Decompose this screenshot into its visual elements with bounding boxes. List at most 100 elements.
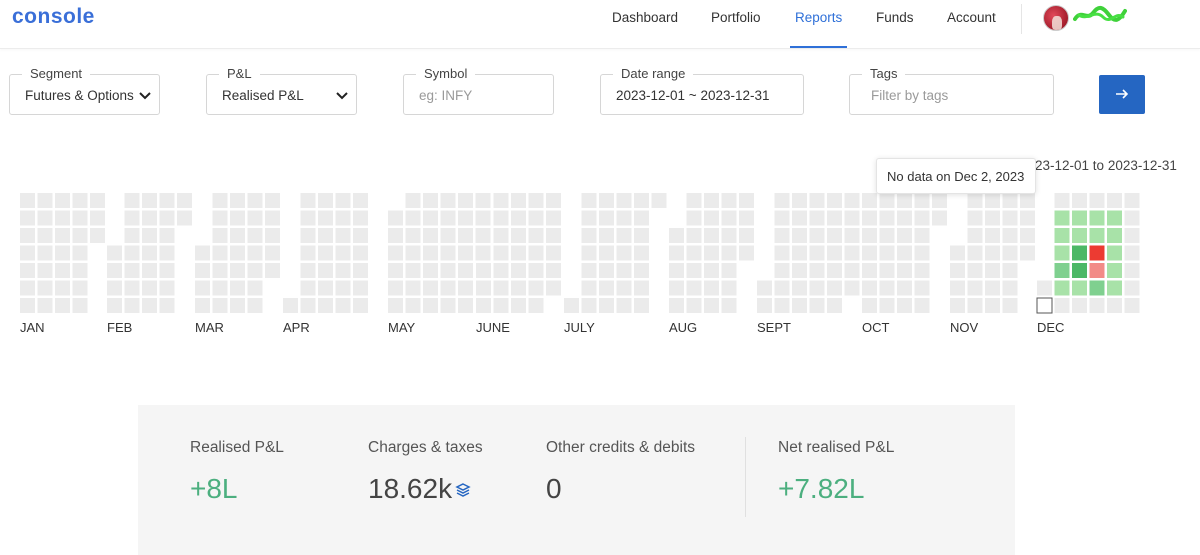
heatmap-day-cell[interactable] [230, 193, 245, 208]
heatmap-day-cell[interactable] [546, 280, 561, 296]
heatmap-day-cell[interactable] [476, 298, 491, 313]
heatmap-day-cell[interactable] [739, 193, 754, 208]
heatmap-day-cell[interactable] [862, 210, 877, 226]
heatmap-day-cell[interactable] [1124, 263, 1140, 278]
heatmap-day-cell[interactable] [20, 280, 35, 296]
heatmap-day-cell[interactable] [159, 245, 175, 261]
heatmap-day-cell[interactable] [388, 245, 403, 261]
heatmap-day-cell[interactable] [879, 228, 895, 243]
heatmap-day-cell[interactable] [159, 210, 175, 226]
heatmap-day-cell[interactable] [1002, 245, 1018, 261]
heatmap-day-cell[interactable] [388, 280, 403, 296]
heatmap-day-cell[interactable] [90, 193, 105, 208]
heatmap-day-cell[interactable] [757, 298, 772, 313]
heatmap-day-cell[interactable] [862, 263, 877, 278]
heatmap-day-cell[interactable] [440, 193, 456, 208]
heatmap-day-cell[interactable] [827, 298, 842, 313]
heatmap-day-cell[interactable] [967, 298, 983, 313]
heatmap-day-cell[interactable] [423, 193, 438, 208]
heatmap-day-cell[interactable] [423, 298, 438, 313]
heatmap-day-cell[interactable] [985, 245, 1000, 261]
heatmap-day-cell[interactable] [230, 210, 245, 226]
nav-account[interactable]: Account [947, 10, 996, 25]
heatmap-day-cell[interactable] [230, 245, 245, 261]
heatmap-day-cell[interactable] [950, 263, 965, 278]
heatmap-day-cell[interactable] [511, 228, 526, 243]
heatmap-day-cell[interactable] [967, 210, 983, 226]
heatmap-day-cell[interactable] [862, 193, 877, 208]
heatmap-day-cell[interactable] [581, 245, 597, 261]
heatmap-day-cell[interactable] [581, 210, 597, 226]
heatmap-day-cell[interactable] [721, 263, 737, 278]
heatmap-day-cell[interactable] [1124, 210, 1140, 226]
heatmap-day-cell[interactable] [1124, 228, 1140, 243]
heatmap-day-cell[interactable] [1054, 245, 1070, 261]
heatmap-day-cell[interactable] [388, 228, 403, 243]
heatmap-day-cell[interactable] [388, 298, 403, 313]
heatmap-day-cell[interactable] [844, 280, 860, 296]
heatmap-day-cell[interactable] [493, 210, 509, 226]
heatmap-day-cell[interactable] [774, 280, 790, 296]
heatmap-day-cell[interactable] [528, 210, 544, 226]
heatmap-day-cell[interactable] [844, 228, 860, 243]
heatmap-day-cell[interactable] [616, 280, 632, 296]
heatmap-day-cell[interactable] [1107, 298, 1122, 313]
heatmap-day-cell[interactable] [265, 245, 280, 261]
heatmap-day-cell[interactable] [212, 280, 228, 296]
heatmap-day-cell[interactable] [440, 245, 456, 261]
heatmap-day-cell[interactable] [388, 210, 403, 226]
heatmap-day-cell[interactable] [1020, 210, 1035, 226]
heatmap-day-cell[interactable] [511, 263, 526, 278]
heatmap-day-cell[interactable] [335, 210, 351, 226]
user-avatar[interactable] [1043, 5, 1069, 31]
heatmap-day-cell[interactable] [581, 280, 597, 296]
heatmap-day-cell[interactable] [1072, 228, 1087, 243]
heatmap-day-cell[interactable] [1002, 263, 1018, 278]
heatmap-day-cell[interactable] [1002, 228, 1018, 243]
heatmap-day-cell[interactable] [774, 210, 790, 226]
heatmap-day-cell[interactable] [405, 228, 421, 243]
heatmap-day-cell[interactable] [300, 245, 316, 261]
heatmap-day-cell[interactable] [985, 298, 1000, 313]
heatmap-day-cell[interactable] [511, 210, 526, 226]
heatmap-day-cell[interactable] [721, 298, 737, 313]
heatmap-day-cell[interactable] [528, 228, 544, 243]
heatmap-day-cell[interactable] [72, 193, 88, 208]
heatmap-day-cell[interactable] [792, 245, 807, 261]
tags-input[interactable]: Tags Filter by tags [849, 66, 1054, 115]
heatmap-day-cell[interactable] [37, 228, 53, 243]
heatmap-day-cell[interactable] [616, 298, 632, 313]
heatmap-day-cell[interactable] [1037, 280, 1052, 296]
heatmap-day-cell[interactable] [300, 210, 316, 226]
heatmap-day-cell[interactable] [897, 210, 912, 226]
heatmap-day-cell[interactable] [300, 280, 316, 296]
heatmap-day-cell[interactable] [475, 210, 491, 226]
heatmap-day-cell[interactable] [528, 263, 544, 278]
heatmap-day-cell[interactable] [265, 210, 280, 226]
heatmap-day-cell[interactable] [967, 228, 983, 243]
heatmap-day-cell[interactable] [55, 193, 70, 208]
heatmap-day-cell[interactable] [142, 298, 157, 313]
console-logo[interactable]: console [12, 5, 95, 28]
heatmap-day-cell[interactable] [159, 228, 175, 243]
heatmap-day-cell[interactable] [300, 228, 316, 243]
heatmap-day-cell[interactable] [423, 228, 438, 243]
heatmap-day-cell[interactable] [792, 280, 807, 296]
heatmap-day-cell[interactable] [599, 245, 614, 261]
heatmap-day-cell[interactable] [792, 193, 807, 208]
heatmap-day-cell[interactable] [792, 263, 807, 278]
heatmap-day-cell[interactable] [616, 210, 632, 226]
heatmap-day-cell[interactable] [704, 298, 719, 313]
heatmap-day-cell[interactable] [1089, 228, 1105, 243]
heatmap-day-cell[interactable] [335, 298, 351, 313]
heatmap-day-cell[interactable] [55, 298, 70, 313]
heatmap-day-cell[interactable] [897, 193, 912, 208]
heatmap-day-cell[interactable] [511, 280, 526, 296]
heatmap-day-cell[interactable] [1089, 280, 1105, 296]
heatmap-day-cell[interactable] [247, 228, 263, 243]
heatmap-day-cell[interactable] [440, 280, 456, 296]
heatmap-day-cell[interactable] [1089, 193, 1105, 208]
heatmap-day-cell[interactable] [721, 193, 737, 208]
heatmap-day-cell[interactable] [247, 298, 263, 313]
heatmap-day-cell[interactable] [1124, 280, 1140, 296]
